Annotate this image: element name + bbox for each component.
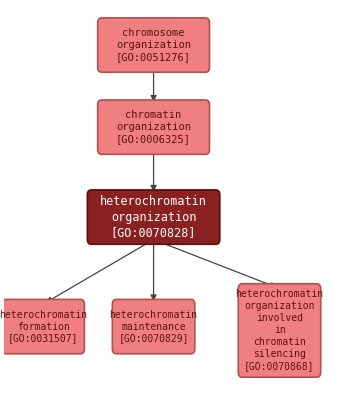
Text: heterochromatin
organization
involved
in
chromatin
silencing
[GO:0070868]: heterochromatin organization involved in… — [235, 290, 323, 371]
FancyBboxPatch shape — [238, 284, 321, 377]
FancyBboxPatch shape — [2, 299, 84, 354]
FancyBboxPatch shape — [98, 100, 209, 154]
FancyBboxPatch shape — [98, 18, 209, 72]
Text: heterochromatin
maintenance
[GO:0070829]: heterochromatin maintenance [GO:0070829] — [109, 310, 197, 344]
FancyBboxPatch shape — [87, 190, 220, 244]
Text: heterochromatin
formation
[GO:0031507]: heterochromatin formation [GO:0031507] — [0, 310, 87, 344]
Text: heterochromatin
organization
[GO:0070828]: heterochromatin organization [GO:0070828… — [100, 195, 207, 239]
FancyBboxPatch shape — [112, 299, 195, 354]
Text: chromosome
organization
[GO:0051276]: chromosome organization [GO:0051276] — [116, 28, 191, 62]
Text: chromatin
organization
[GO:0006325]: chromatin organization [GO:0006325] — [116, 110, 191, 144]
